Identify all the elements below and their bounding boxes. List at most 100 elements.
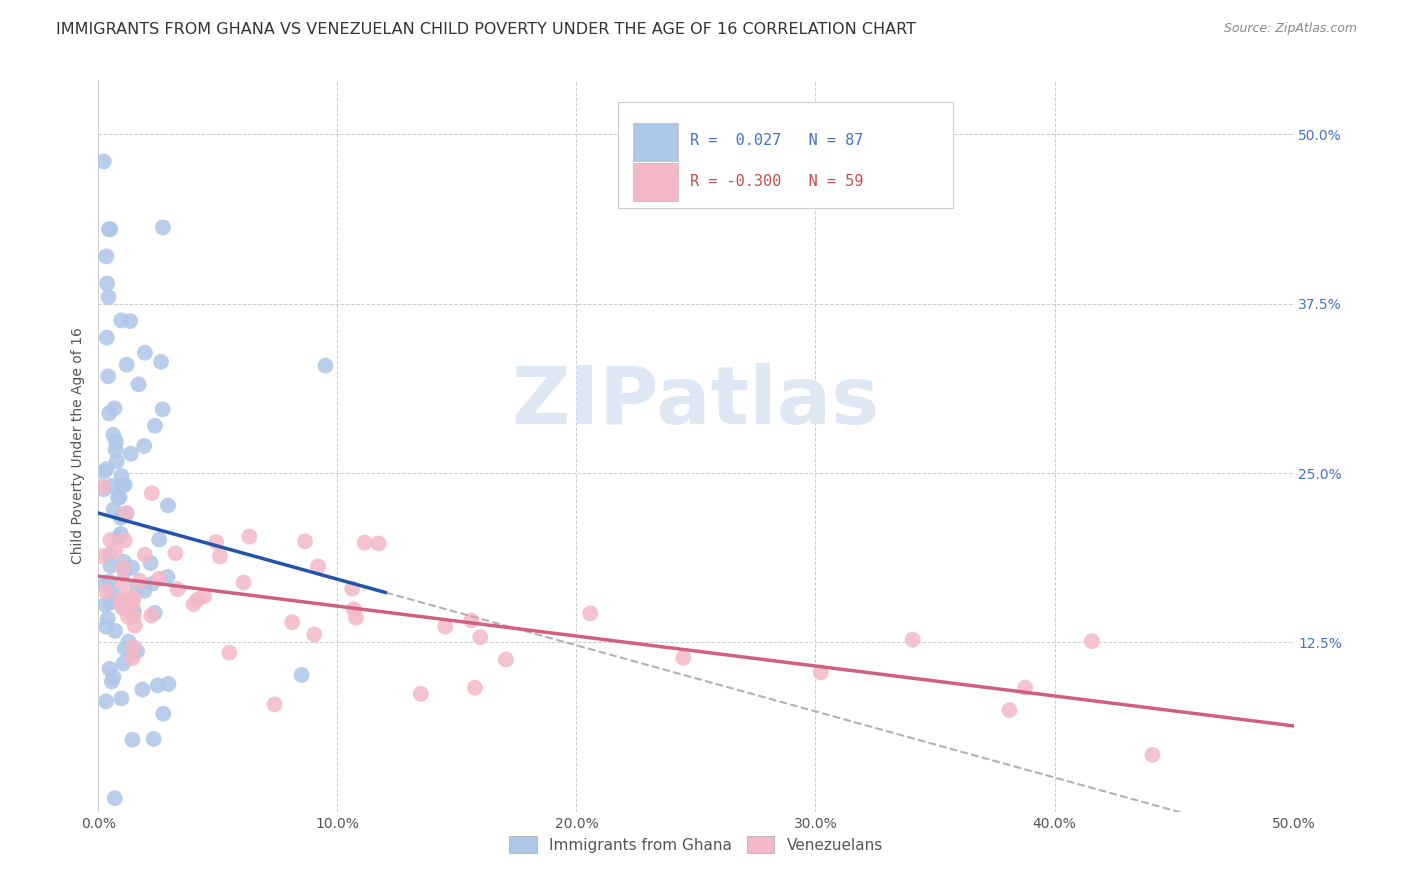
Point [112,555,135,569]
Point [104,442,127,457]
Point [148,533,170,547]
Point [117,610,139,624]
Point [91,549,114,563]
Point [146,678,169,692]
Point [104,791,127,805]
Point [1014,681,1036,695]
Point [343,602,366,616]
Point [122,591,145,605]
Point [120,314,142,328]
Point [1142,747,1164,762]
Point [495,652,517,666]
Point [464,681,486,695]
Point [98,662,121,676]
Point [98,222,121,236]
Point [579,607,602,621]
Point [128,377,150,392]
Point [353,535,375,549]
Point [810,665,832,680]
Point [115,588,138,602]
Point [110,597,132,611]
Point [100,594,122,608]
Point [112,561,135,575]
Point [152,402,174,417]
Point [124,618,146,632]
Point [98,406,121,420]
Point [134,583,156,598]
Point [110,527,132,541]
Point [115,358,138,372]
Point [114,533,136,548]
Point [142,731,165,746]
Point [97,612,120,626]
Point [166,582,188,597]
Point [104,544,127,558]
Point [294,534,316,549]
Point [110,469,132,483]
Point [111,574,134,589]
Point [238,529,260,543]
Point [93,465,115,479]
Point [112,599,135,614]
Point [107,530,129,544]
Point [94,619,117,633]
Y-axis label: Child Poverty Under the Age of 16: Child Poverty Under the Age of 16 [72,327,86,565]
Point [110,511,132,525]
Point [103,502,125,516]
Point [121,647,143,661]
Point [134,439,156,453]
Point [205,535,228,549]
FancyBboxPatch shape [633,163,678,201]
Point [141,576,163,591]
Point [96,462,118,476]
Point [152,220,174,235]
Text: R =  0.027   N = 87: R = 0.027 N = 87 [690,134,863,148]
Point [97,222,120,236]
Point [110,691,132,706]
Point [150,355,173,369]
Point [112,508,135,523]
Point [115,506,138,520]
Text: R = -0.300   N = 59: R = -0.300 N = 59 [690,174,863,189]
Point [94,584,117,599]
Point [156,570,179,584]
Point [901,632,924,647]
Point [110,313,132,327]
Point [263,698,285,712]
Point [107,491,129,505]
Point [672,650,695,665]
Point [304,627,326,641]
Point [101,674,124,689]
Point [121,651,143,665]
Point [156,499,179,513]
Point [101,593,124,607]
Point [183,597,205,611]
Point [125,579,148,593]
Point [187,592,209,607]
Point [134,548,156,562]
FancyBboxPatch shape [619,103,953,209]
Point [460,614,482,628]
Point [148,572,170,586]
Point [121,595,143,609]
Point [165,546,187,560]
Point [121,732,143,747]
Point [100,479,122,493]
Point [128,574,150,588]
Point [141,608,163,623]
Point [122,604,145,618]
Text: ZIPatlas: ZIPatlas [512,363,880,442]
Point [96,331,118,345]
Point [139,556,162,570]
Point [434,619,457,633]
Point [141,486,163,500]
Point [94,578,117,592]
Point [98,595,121,609]
Point [134,345,156,359]
Point [97,290,120,304]
Point [112,657,135,671]
Point [110,593,132,607]
Point [111,479,134,493]
Point [98,574,121,589]
Point [307,559,329,574]
